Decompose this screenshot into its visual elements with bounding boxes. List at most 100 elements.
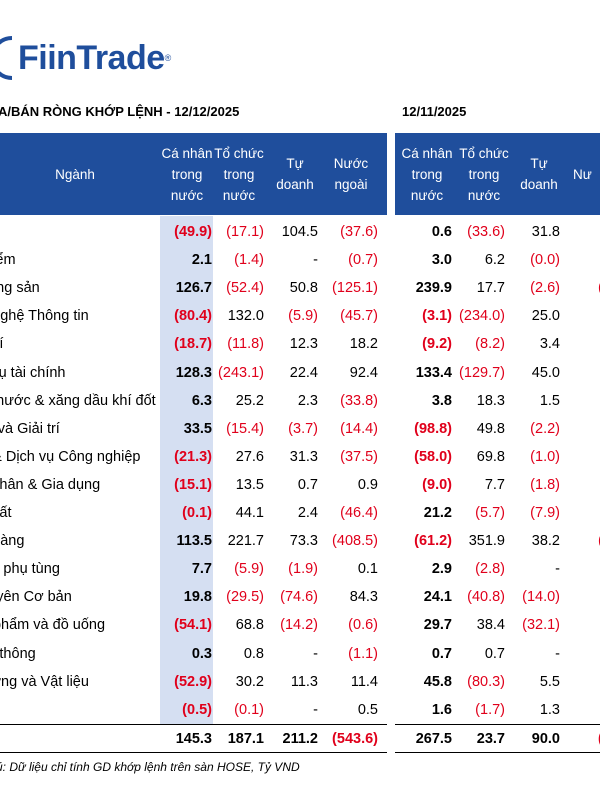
value-cell: - [313, 701, 318, 718]
value-cell: (1.8) [530, 476, 560, 493]
table-row: t động sản 126.7 (52.4) 50.8 (125.1) 239.9 17.… [0, 275, 600, 301]
value-cell: (234.0) [459, 308, 505, 325]
value-cell: 17.7 [476, 280, 505, 297]
value-cell: 3.0 [431, 252, 452, 269]
bottom-border-right [395, 752, 600, 753]
value-cell: (32 [563, 528, 600, 554]
value-cell: 50.8 [289, 280, 318, 297]
value-cell: 1 [563, 331, 600, 357]
value-cell: - [555, 645, 560, 662]
value-cell: 6.2 [484, 252, 505, 269]
value-cell: (8.2) [475, 336, 505, 353]
value-cell: (1 [563, 444, 600, 470]
value-cell: 0.7 [484, 645, 505, 662]
value-cell: 3.4 [539, 336, 560, 353]
value-cell: 25.0 [531, 308, 560, 325]
value-cell: (45.7) [340, 308, 378, 325]
value-cell: (7.9) [530, 505, 560, 521]
value-cell: (40.8) [467, 589, 505, 606]
value-cell: 2.1 [191, 252, 212, 269]
sector-name: y dựng và Vật liệu [0, 673, 89, 690]
header-institution-prev: Tổ chức trong nước [459, 145, 509, 203]
value-cell: 11.3 [290, 673, 318, 690]
value-cell: 31.3 [289, 448, 318, 465]
sector-name: ân hàng [0, 533, 25, 550]
value-cell: (25 [563, 275, 600, 301]
value-cell: 21.2 [423, 505, 452, 521]
value-cell: (0.1) [182, 505, 212, 521]
value-cell: (125.1) [332, 280, 378, 297]
total-separator-right [395, 724, 600, 725]
value-cell: (5.9) [234, 561, 264, 578]
header-sector: Ngành [55, 166, 95, 182]
value-cell: 0.6 [431, 224, 452, 240]
table-header-left: Ngành Cá nhân trong nước Tổ chức trong n… [0, 133, 387, 215]
value-cell: 187.1 [227, 731, 264, 747]
value-cell: 6.3 [191, 392, 212, 409]
value-cell: 22.4 [289, 364, 318, 381]
sector-name: ô và phụ tùng [0, 561, 60, 578]
value-cell: (1.0) [530, 448, 560, 465]
value-cell: 25.2 [235, 392, 264, 409]
value-cell: (38 [563, 726, 600, 752]
value-cell: 31.8 [531, 224, 560, 240]
value-cell: 38.4 [476, 617, 505, 634]
value-cell [563, 472, 600, 498]
value-cell: 7.7 [191, 561, 212, 578]
value-cell: (5.9) [288, 308, 318, 325]
bottom-border-left [0, 752, 387, 753]
value-cell: 0.9 [357, 476, 378, 493]
value-cell: (80.4) [174, 308, 212, 325]
sector-name: ện, nước & xăng dầu khí đốt [0, 392, 156, 409]
value-cell: 2.3 [297, 392, 318, 409]
value-cell: 68.8 [235, 617, 264, 634]
value-cell: 113.5 [176, 533, 213, 550]
header-foreign-prev: Nư [573, 166, 592, 182]
table-title-right: 12/11/2025 [402, 104, 467, 119]
value-cell: (46.4) [340, 505, 378, 521]
value-cell: 69.8 [476, 448, 505, 465]
value-cell: 18.2 [349, 336, 378, 353]
value-cell: (408.5) [332, 533, 378, 550]
value-cell: 126.7 [175, 280, 212, 297]
value-cell: ( [563, 500, 600, 526]
table-row: ực phẩm và đồ uống (54.1) 68.8 (14.2) (0.6) 2… [0, 612, 600, 638]
sector-name: ch vụ tài chính [0, 364, 66, 381]
value-cell: 84.3 [349, 589, 378, 606]
table-row: ng nghệ Thông tin (80.4) 132.0 (5.9) (45.7) (… [0, 303, 600, 329]
value-cell: 1.6 [431, 701, 452, 718]
value-cell: (21.3) [174, 448, 212, 465]
value-cell: (3.1) [422, 308, 452, 325]
value-cell: ( [563, 219, 600, 245]
table-row: y dựng và Vật liệu (52.9) 30.2 11.3 11.4 45.8… [0, 669, 600, 695]
logo-arc-icon [0, 36, 13, 80]
value-cell: 132.0 [227, 308, 264, 325]
value-cell: - [313, 252, 318, 269]
table-row: u khí (18.7) (11.8) 12.3 18.2 (9.2) (8.2) 3.41 [0, 331, 600, 357]
value-cell: 12.3 [289, 336, 318, 353]
value-cell: 24.1 [423, 589, 452, 606]
value-cell: (37.6) [340, 224, 378, 240]
value-cell: 45.8 [423, 673, 452, 690]
value-cell: (0.5) [182, 701, 212, 718]
value-cell: 27.6 [235, 448, 264, 465]
value-cell: (1.4) [234, 252, 264, 269]
value-cell: 0.7 [297, 476, 318, 493]
total-row: ng 145.3 187.1 211.2 (543.6) 267.5 23.7 90.0(38 [0, 726, 600, 752]
value-cell: 211.2 [282, 731, 319, 747]
table-row: cá nhân & Gia dụng (15.1) 13.5 0.7 0.9 (9.0) 7… [0, 472, 600, 498]
value-cell: (11.8) [227, 336, 264, 353]
value-cell: (0.6) [348, 617, 378, 634]
value-cell: 49.8 [476, 420, 505, 437]
value-cell: - [313, 645, 318, 662]
value-cell: 13.5 [235, 476, 264, 493]
value-cell: 221.7 [227, 533, 264, 550]
value-cell: 0.7 [431, 645, 452, 662]
value-cell: (129.7) [459, 364, 505, 381]
value-cell: 2.4 [297, 505, 318, 521]
sector-name: cá nhân & Gia dụng [0, 476, 101, 493]
value-cell: (0.7) [348, 252, 378, 269]
value-cell: (74.6) [280, 589, 318, 606]
value-cell: (1.9) [288, 561, 318, 578]
